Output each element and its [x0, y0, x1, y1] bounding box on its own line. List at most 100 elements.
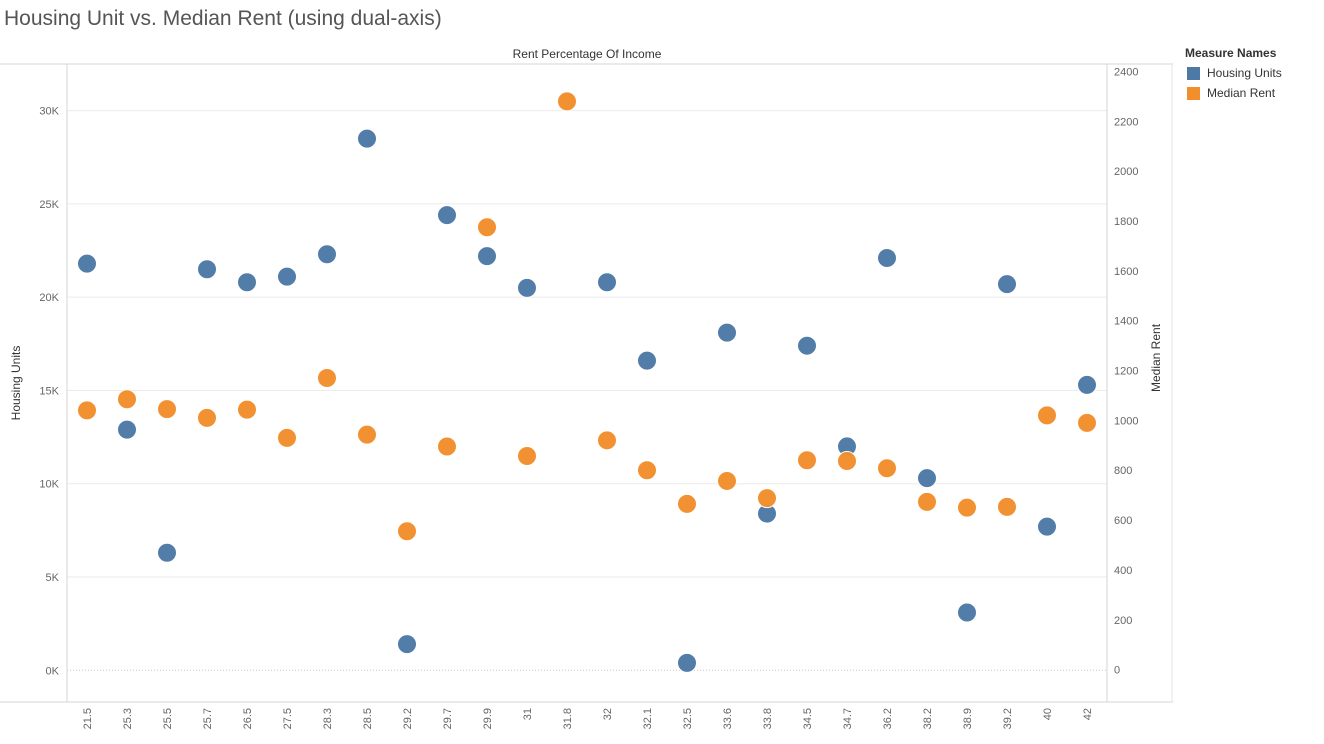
y-right-axis-title: Median Rent: [1149, 323, 1163, 392]
legend-label-median-rent: Median Rent: [1207, 86, 1276, 100]
y-left-tick-label: 30K: [39, 106, 59, 118]
data-point-median-rent: [917, 491, 937, 512]
data-point-housing-units: [637, 350, 657, 371]
x-tick-label: 32: [602, 708, 614, 720]
data-point-median-rent: [477, 217, 497, 238]
data-point-housing-units: [1077, 374, 1097, 395]
x-tick-label: 26.5: [242, 708, 254, 729]
legend-item-housing-units[interactable]: Housing Units: [1185, 63, 1320, 83]
data-point-housing-units: [277, 266, 297, 287]
data-point-median-rent: [117, 389, 137, 410]
legend-title: Measure Names: [1185, 46, 1277, 60]
data-point-housing-units: [317, 244, 337, 265]
x-tick-label: 25.7: [202, 708, 214, 729]
x-tick-label: 32.1: [642, 708, 654, 729]
y-left-axis-title: Housing Units: [9, 346, 23, 421]
x-tick-label: 21.5: [82, 708, 94, 729]
y-left-tick-label: 20K: [39, 292, 59, 304]
data-point-median-rent: [597, 430, 617, 451]
data-point-median-rent: [197, 407, 217, 428]
x-tick-label: 29.7: [442, 708, 454, 729]
y-left-tick-label: 5K: [46, 572, 60, 584]
data-point-housing-units: [357, 128, 377, 149]
y-left-tick-label: 0K: [46, 665, 60, 677]
data-point-housing-units: [717, 322, 737, 343]
x-tick-label: 31.8: [562, 708, 574, 729]
legend-swatch-housing-units: [1187, 66, 1200, 80]
data-point-median-rent: [797, 450, 817, 471]
x-tick-label: 29.9: [482, 708, 494, 729]
data-point-median-rent: [837, 451, 857, 472]
column-header: Rent Percentage Of Income: [513, 47, 662, 61]
x-tick-label: 28.3: [322, 708, 334, 729]
x-tick-label: 32.5: [682, 708, 694, 729]
legend: Measure Names Housing Units Median Rent: [1185, 46, 1320, 103]
data-point-housing-units: [117, 419, 137, 440]
data-point-housing-units: [1037, 516, 1057, 537]
data-point-median-rent: [397, 521, 417, 542]
x-tick-label: 31: [522, 708, 534, 720]
dual-axis-scatter-chart: Rent Percentage Of Income 0K 5K 10K 15K 20K 25…: [0, 47, 1173, 729]
y-left-tick-label: 15K: [39, 385, 59, 397]
data-point-housing-units: [237, 272, 257, 293]
legend-item-median-rent[interactable]: Median Rent: [1185, 83, 1320, 103]
data-point-median-rent: [1037, 405, 1057, 426]
data-point-median-rent: [157, 399, 177, 420]
x-tick-label: 38.9: [962, 708, 974, 729]
y-right-tick-label: 2200: [1114, 116, 1138, 128]
data-point-housing-units: [677, 652, 697, 673]
data-point-median-rent: [1077, 412, 1097, 433]
y-left-tick-label: 25K: [39, 199, 59, 211]
x-tick-label: 29.2: [402, 708, 414, 729]
data-point-median-rent: [357, 424, 377, 445]
data-point-median-rent: [517, 446, 537, 467]
data-point-housing-units: [437, 205, 457, 226]
data-point-median-rent: [677, 493, 697, 514]
data-point-housing-units: [917, 468, 937, 489]
data-point-housing-units: [197, 259, 217, 280]
data-point-median-rent: [637, 460, 657, 481]
y-right-tick-label: 2400: [1114, 66, 1138, 78]
x-tick-label: 34.5: [802, 708, 814, 729]
data-point-housing-units: [597, 272, 617, 293]
x-tick-label: 33.8: [762, 708, 774, 729]
data-point-housing-units: [77, 253, 97, 274]
x-tick-label: 25.5: [162, 708, 174, 729]
y-right-tick-label: 400: [1114, 565, 1132, 577]
y-right-tick-label: 1200: [1114, 366, 1138, 378]
data-point-housing-units: [797, 335, 817, 356]
legend-swatch-median-rent: [1187, 86, 1200, 100]
data-point-housing-units: [397, 634, 417, 655]
x-tick-label: 25.3: [122, 708, 134, 729]
data-point-housing-units: [157, 542, 177, 563]
x-tick-label: 27.5: [282, 708, 294, 729]
data-point-median-rent: [877, 458, 897, 479]
y-right-tick-label: 0: [1114, 665, 1120, 677]
y-right-tick-label: 2000: [1114, 166, 1138, 178]
legend-label-housing-units: Housing Units: [1207, 66, 1282, 80]
data-point-housing-units: [997, 274, 1017, 295]
y-right-tick-label: 800: [1114, 465, 1132, 477]
data-point-median-rent: [557, 91, 577, 112]
data-point-median-rent: [437, 436, 457, 457]
data-point-housing-units: [517, 277, 537, 298]
data-point-housing-units: [957, 602, 977, 623]
x-tick-label: 34.7: [842, 708, 854, 729]
data-point-median-rent: [77, 400, 97, 421]
y-right-tick-label: 1000: [1114, 415, 1138, 427]
y-right-tick-label: 1800: [1114, 216, 1138, 228]
x-tick-label: 33.6: [722, 708, 734, 729]
x-tick-label: 42: [1082, 708, 1094, 720]
y-right-tick-label: 600: [1114, 515, 1132, 527]
data-point-housing-units: [877, 248, 897, 269]
data-point-median-rent: [757, 488, 777, 509]
x-tick-label: 28.5: [362, 708, 374, 729]
x-tick-label: 36.2: [882, 708, 894, 729]
data-point-median-rent: [717, 470, 737, 491]
data-point-median-rent: [237, 399, 257, 420]
data-point-housing-units: [477, 246, 497, 267]
data-point-median-rent: [957, 497, 977, 518]
y-left-tick-label: 10K: [39, 479, 59, 491]
x-tick-label: 40: [1042, 708, 1054, 720]
x-tick-label: 39.2: [1002, 708, 1014, 729]
